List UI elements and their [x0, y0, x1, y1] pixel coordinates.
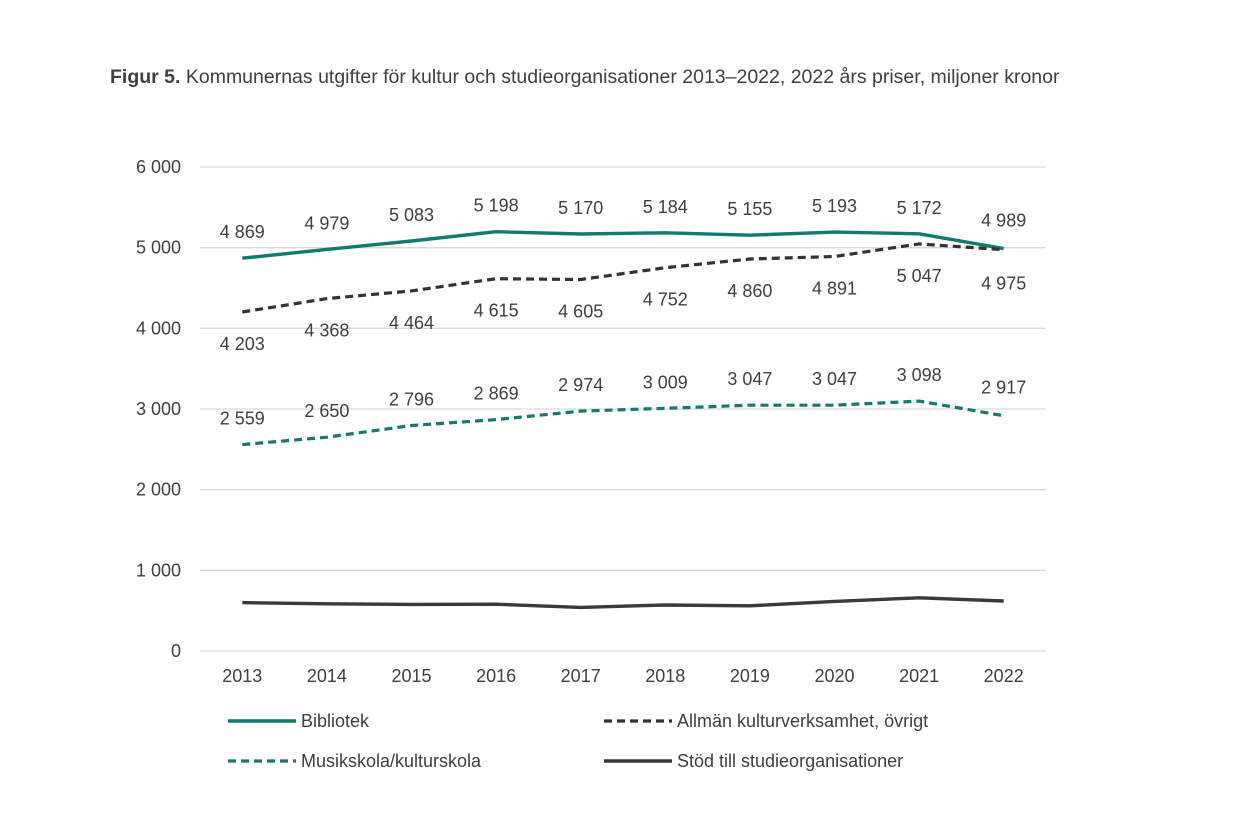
data-label-bibliotek-2017: 5 170: [558, 198, 603, 218]
figure-number: Figur 5.: [110, 66, 181, 88]
legend-label-bibliotek: Bibliotek: [301, 711, 370, 731]
x-tick-label-2016: 2016: [476, 666, 516, 686]
y-tick-label-2000: 2 000: [136, 480, 181, 500]
y-tick-label-1000: 1 000: [136, 560, 181, 580]
data-label-allman-kulturverksamhet-ovrigt-2018: 4 752: [643, 290, 688, 310]
data-label-allman-kulturverksamhet-ovrigt-2022: 4 975: [981, 274, 1026, 294]
data-label-allman-kulturverksamhet-ovrigt-2014: 4 368: [304, 321, 349, 341]
legend: Bibliotek Allmän kulturverksamhet, övrigt…: [228, 711, 928, 771]
x-tick-label-2022: 2022: [984, 666, 1024, 686]
series-line-musikskola-kulturskola: [242, 399, 1004, 447]
data-label-musikskola-kulturskola-2022: 2 917: [981, 378, 1026, 398]
y-axis: 0 1 000 2 000 3 000 4 000 5 000 6 000: [136, 157, 181, 661]
data-label-bibliotek-2015: 5 083: [389, 205, 434, 225]
data-label-bibliotek-2019: 5 155: [727, 199, 772, 219]
y-tick-label-3000: 3 000: [136, 399, 181, 419]
data-labels: 4 869 4 979 5 083 5 198 5 170 5 184 5 155 5 193…: [220, 196, 1026, 429]
x-tick-label-2019: 2019: [730, 666, 770, 686]
data-label-bibliotek-2016: 5 198: [474, 196, 519, 216]
x-tick-label-2015: 2015: [391, 666, 431, 686]
data-label-allman-kulturverksamhet-ovrigt-2013: 4 203: [220, 334, 265, 354]
x-tick-label-2014: 2014: [307, 666, 347, 686]
data-label-musikskola-kulturskola-2018: 3 009: [643, 372, 688, 392]
x-tick-label-2013: 2013: [222, 666, 262, 686]
data-label-musikskola-kulturskola-2016: 2 869: [474, 384, 519, 404]
legend-label-stod-till-studieorganisationer: Stöd till studieorganisationer: [677, 751, 903, 771]
data-label-bibliotek-2018: 5 184: [643, 197, 688, 217]
series-line-bibliotek: [242, 229, 1004, 260]
series-line-stod-till-studieorganisationer: [242, 596, 1004, 610]
data-label-musikskola-kulturskola-2015: 2 796: [389, 389, 434, 409]
figure-title: Figur 5. Kommunernas utgifter för kultur…: [110, 62, 1075, 93]
data-label-allman-kulturverksamhet-ovrigt-2017: 4 605: [558, 302, 603, 322]
data-label-musikskola-kulturskola-2013: 2 559: [220, 409, 265, 429]
figure-caption: Kommunernas utgifter för kultur och stud…: [185, 66, 1060, 88]
data-label-bibliotek-2020: 5 193: [812, 196, 857, 216]
y-tick-label-4000: 4 000: [136, 318, 181, 338]
data-label-bibliotek-2014: 4 979: [304, 213, 349, 233]
data-label-bibliotek-2022: 4 989: [981, 211, 1026, 231]
series-line-allman-kulturverksamhet-ovrigt: [242, 242, 1004, 314]
data-label-allman-kulturverksamhet-ovrigt-2019: 4 860: [727, 281, 772, 301]
data-label-bibliotek-2021: 5 172: [897, 198, 942, 218]
data-label-bibliotek-2013: 4 869: [220, 222, 265, 242]
y-tick-label-5000: 5 000: [136, 238, 181, 258]
data-label-allman-kulturverksamhet-ovrigt-2015: 4 464: [389, 313, 434, 333]
legend-label-allman-kulturverksamhet-ovrigt: Allmän kulturverksamhet, övrigt: [677, 711, 928, 731]
x-axis: 2013 2014 2015 2016 2017 2018 2019 2020 2021 2022: [222, 666, 1023, 686]
data-label-allman-kulturverksamhet-ovrigt-2016: 4 615: [474, 301, 519, 321]
data-label-musikskola-kulturskola-2014: 2 650: [304, 401, 349, 421]
data-label-musikskola-kulturskola-2017: 2 974: [558, 375, 603, 395]
data-label-musikskola-kulturskola-2021: 3 098: [897, 365, 942, 385]
y-tick-label-6000: 6 000: [136, 157, 181, 177]
data-label-musikskola-kulturskola-2019: 3 047: [727, 369, 772, 389]
y-tick-label-0: 0: [171, 641, 181, 661]
x-tick-label-2021: 2021: [899, 666, 939, 686]
legend-label-musikskola-kulturskola: Musikskola/kulturskola: [301, 751, 482, 771]
data-label-musikskola-kulturskola-2020: 3 047: [812, 369, 857, 389]
data-label-allman-kulturverksamhet-ovrigt-2021: 5 047: [897, 266, 942, 286]
x-tick-label-2020: 2020: [814, 666, 854, 686]
x-tick-label-2018: 2018: [645, 666, 685, 686]
plot-series: [242, 229, 1004, 610]
x-tick-label-2017: 2017: [561, 666, 601, 686]
data-label-allman-kulturverksamhet-ovrigt-2020: 4 891: [812, 278, 857, 298]
